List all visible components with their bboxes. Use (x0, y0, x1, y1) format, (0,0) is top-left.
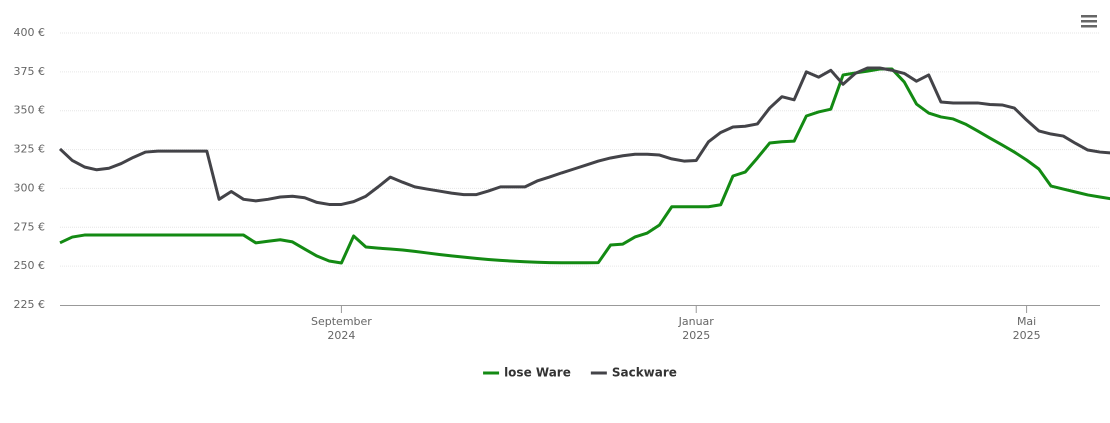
y-tick-label: 225 € (14, 298, 46, 311)
legend-label: lose Ware (504, 366, 571, 380)
y-tick-label: 375 € (14, 65, 46, 78)
menu-bar (1081, 15, 1097, 18)
y-tick-label: 400 € (14, 26, 46, 39)
series-line (58, 66, 1110, 206)
x-tick-label: September 2024 (311, 315, 372, 342)
legend-label: Sackware (612, 366, 677, 380)
y-tick-label: 300 € (14, 181, 46, 194)
menu-bar (1081, 25, 1097, 28)
series-line (59, 67, 1110, 265)
legend-item[interactable]: lose Ware (483, 366, 571, 380)
y-tick-label: 275 € (14, 220, 46, 233)
menu-button[interactable] (1081, 15, 1097, 28)
x-tick-label: Januar 2025 (678, 315, 715, 342)
legend-item[interactable]: Sackware (590, 366, 677, 380)
x-tick-label: Mai 2025 (1013, 315, 1041, 342)
y-tick-label: 350 € (14, 104, 46, 117)
y-tick-label: 325 € (14, 143, 46, 156)
menu-bar (1081, 20, 1097, 23)
legend: lose Ware Sackware (483, 366, 677, 380)
y-tick-label: 250 € (14, 259, 46, 272)
